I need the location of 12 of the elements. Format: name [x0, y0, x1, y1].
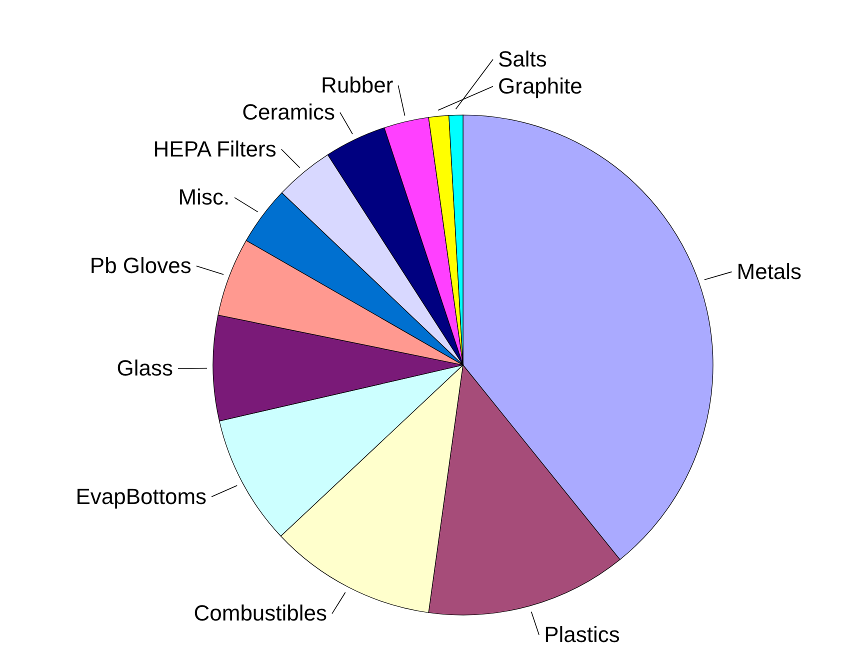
slice-label: HEPA Filters	[153, 136, 276, 162]
slice-label: Plastics	[544, 622, 620, 647]
slice-label: EvapBottoms	[76, 484, 207, 509]
slice-label: Metals	[736, 258, 802, 284]
slice-label: Ceramics	[242, 99, 336, 124]
slice-label: Pb Gloves	[90, 253, 192, 278]
slice-label: Salts	[498, 46, 547, 72]
slice-label: Glass	[116, 356, 174, 381]
slice-label: Rubber	[321, 72, 394, 98]
slice-label: Combustibles	[194, 600, 328, 626]
slice-label: Misc.	[178, 184, 230, 210]
slice-label: Graphite	[498, 73, 582, 98]
